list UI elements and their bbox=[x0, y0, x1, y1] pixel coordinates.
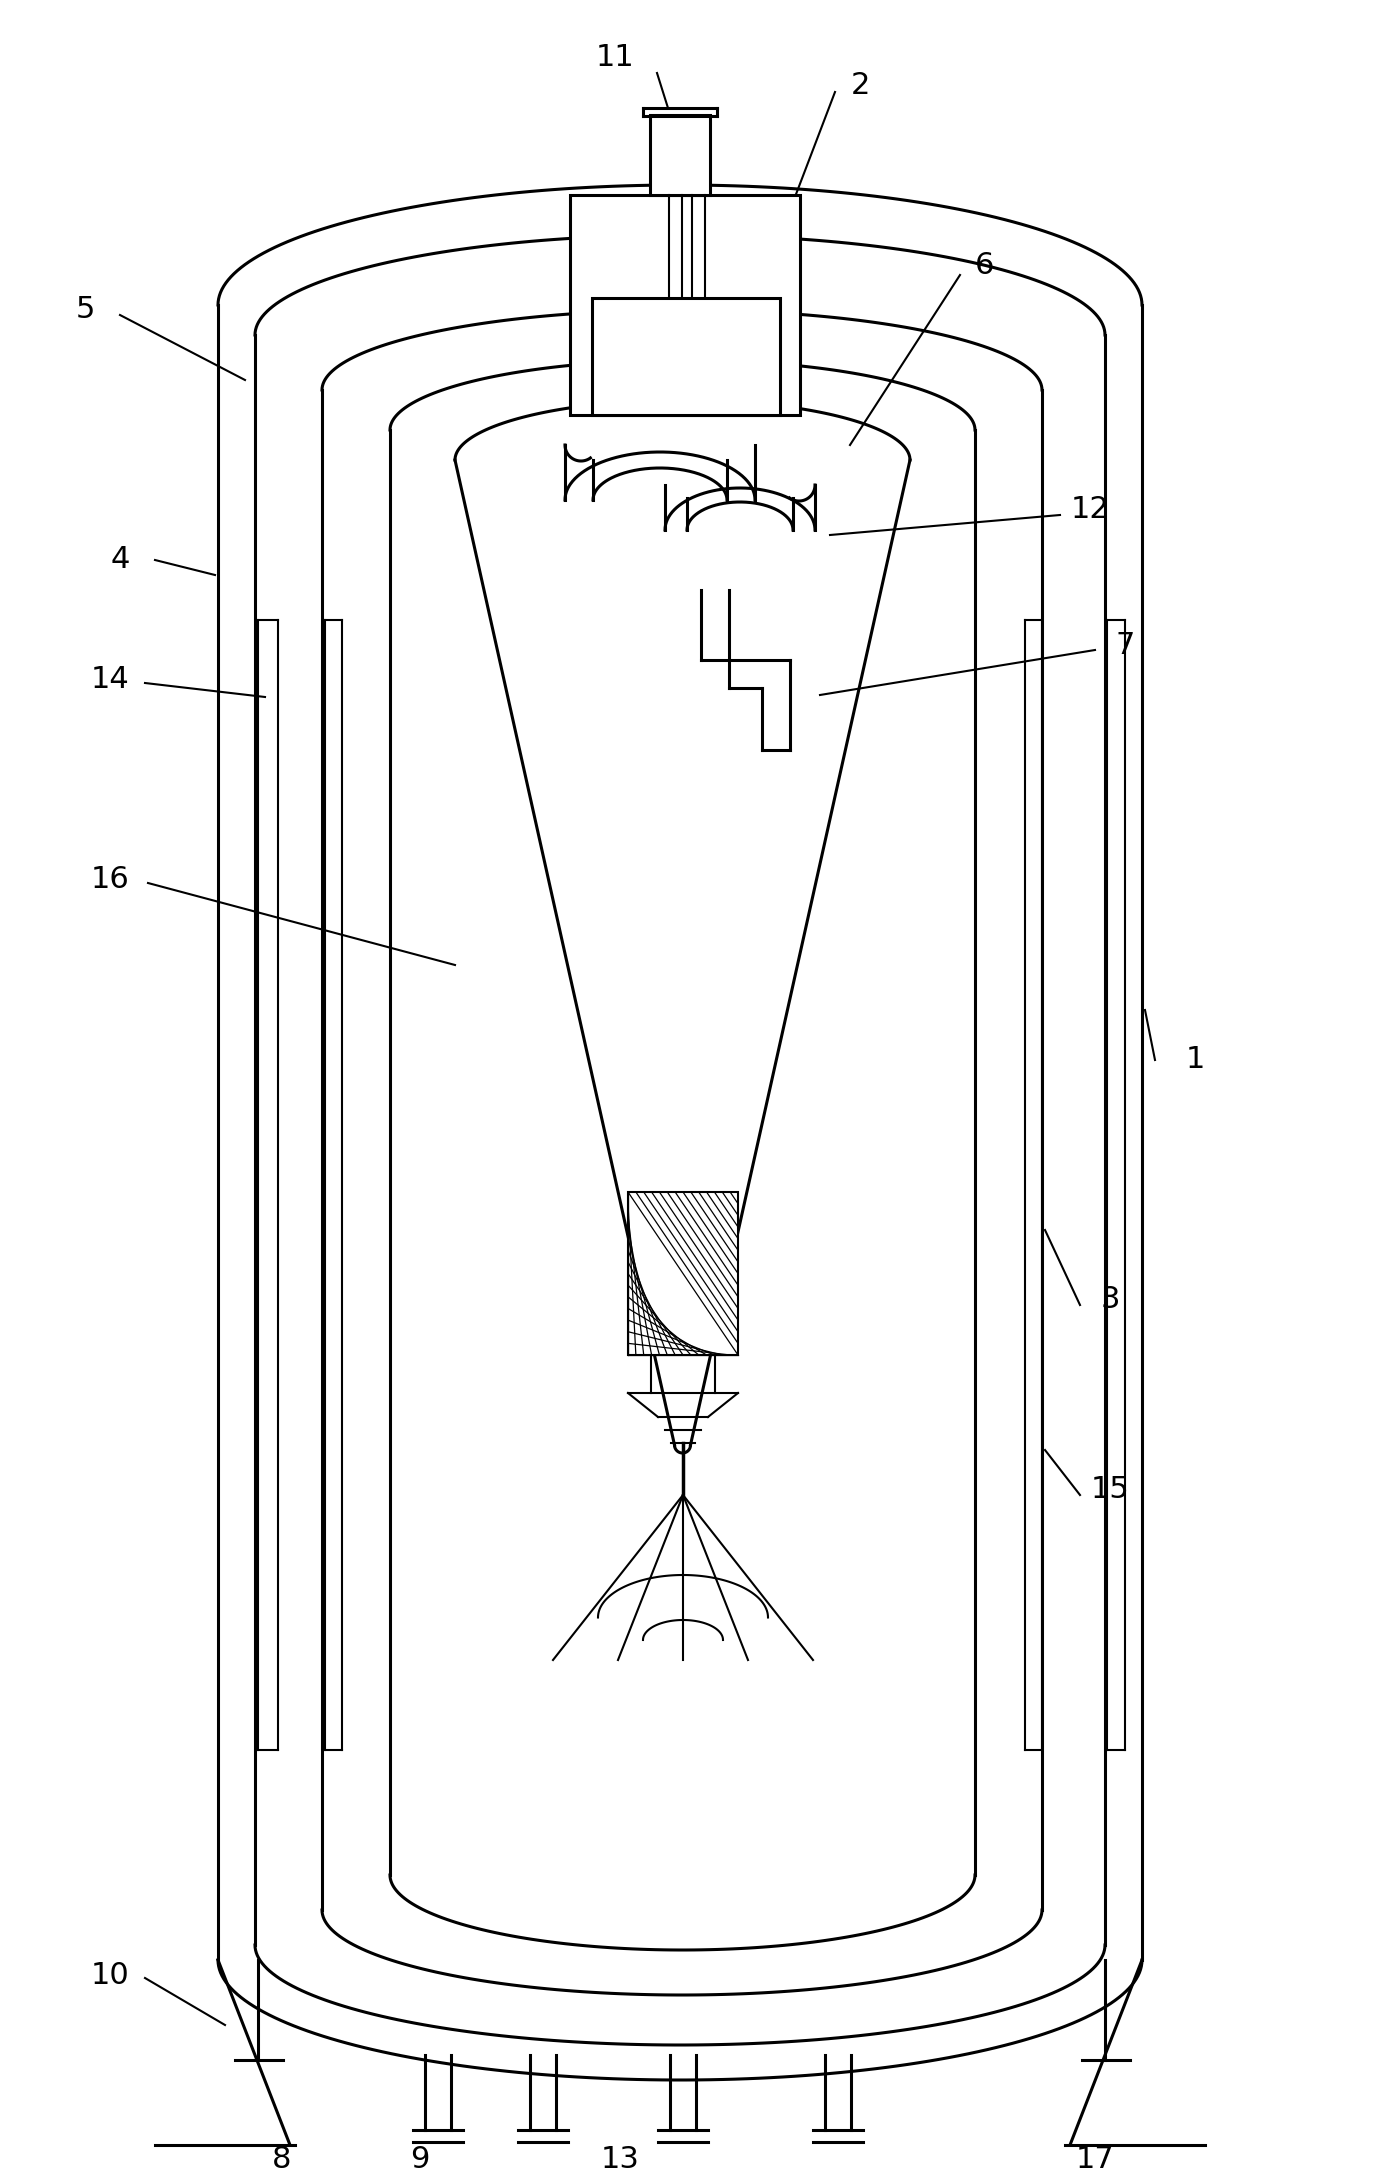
Text: 17: 17 bbox=[1075, 2145, 1114, 2175]
Text: 10: 10 bbox=[91, 1961, 129, 1990]
Text: 5: 5 bbox=[76, 295, 95, 325]
Text: 12: 12 bbox=[1071, 496, 1110, 524]
Text: 16: 16 bbox=[91, 865, 129, 895]
Bar bbox=[593, 297, 780, 415]
Text: 3: 3 bbox=[1100, 1286, 1119, 1315]
Text: 7: 7 bbox=[1115, 631, 1134, 660]
Text: 11: 11 bbox=[595, 44, 634, 72]
Text: 13: 13 bbox=[601, 2145, 639, 2175]
Text: 8: 8 bbox=[272, 2145, 292, 2175]
Text: 1: 1 bbox=[1185, 1046, 1204, 1075]
Bar bbox=[571, 194, 800, 415]
Text: 9: 9 bbox=[410, 2145, 429, 2175]
Bar bbox=[650, 116, 710, 194]
Text: 14: 14 bbox=[91, 666, 129, 695]
Text: 15: 15 bbox=[1090, 1476, 1129, 1505]
Bar bbox=[628, 1192, 738, 1354]
Text: 4: 4 bbox=[110, 546, 129, 574]
Text: 2: 2 bbox=[850, 70, 869, 100]
Text: 6: 6 bbox=[975, 251, 994, 280]
